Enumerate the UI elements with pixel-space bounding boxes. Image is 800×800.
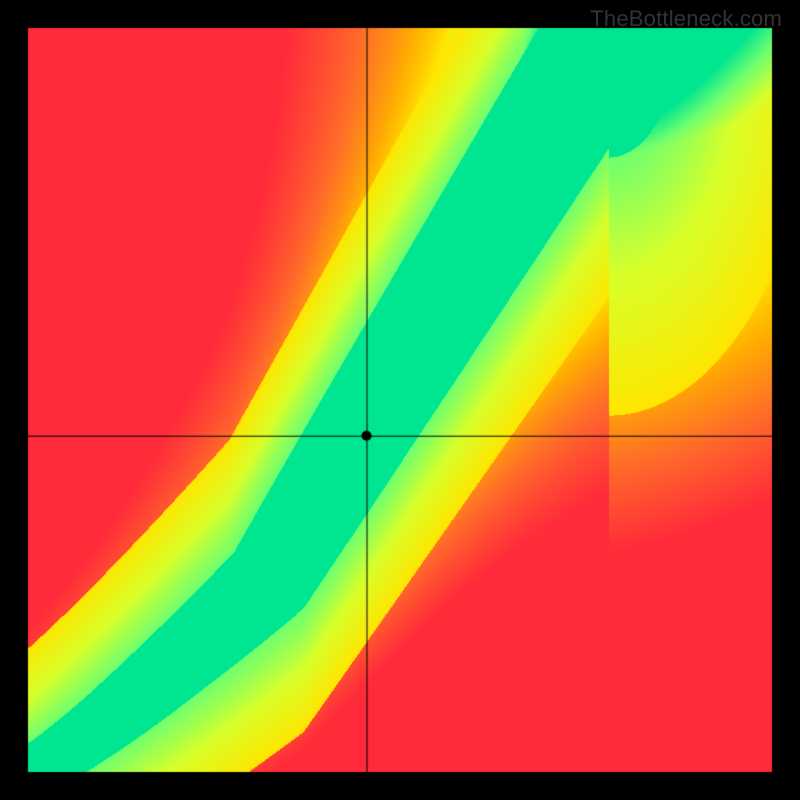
chart-container: TheBottleneck.com <box>0 0 800 800</box>
watermark-text: TheBottleneck.com <box>590 6 782 32</box>
heatmap-canvas <box>0 0 800 800</box>
